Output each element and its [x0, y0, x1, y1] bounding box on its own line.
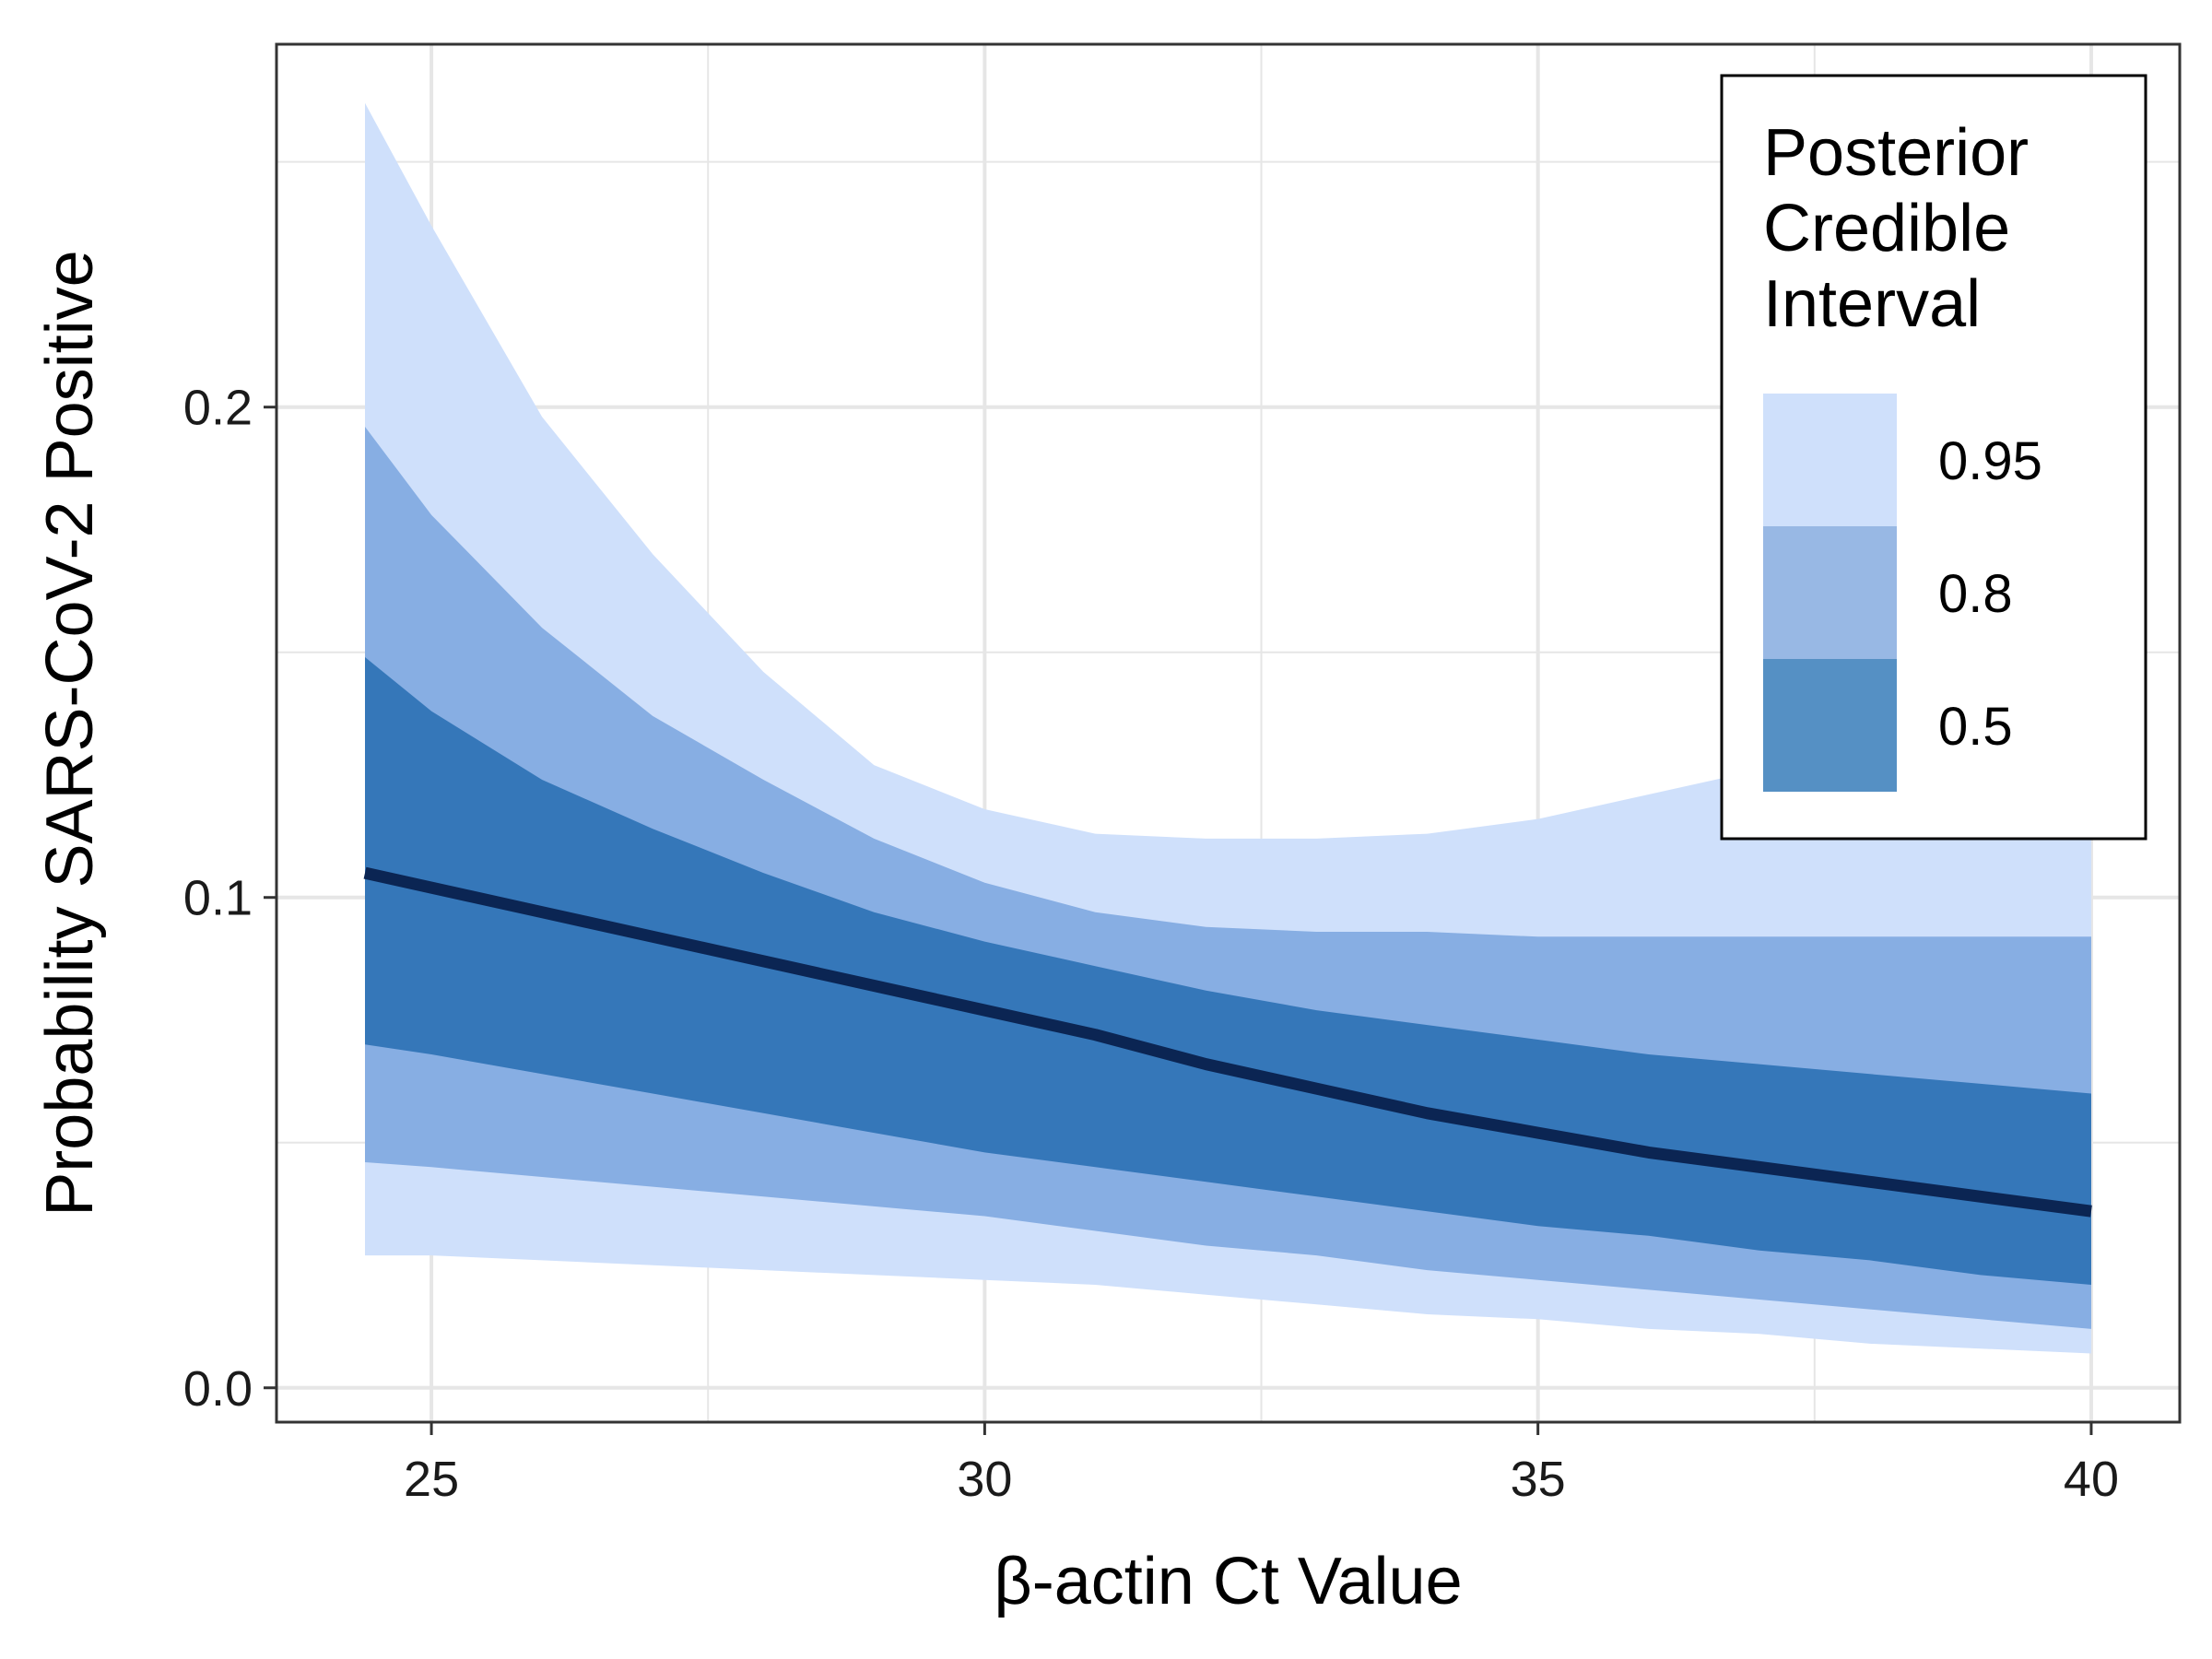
- median-line-group: [363, 866, 2092, 1218]
- x-tick-label: 40: [2064, 1452, 2119, 1507]
- legend-label: 0.95: [1938, 431, 2042, 491]
- legend-title-line: Interval: [1763, 267, 1981, 341]
- x-axis: 25 30 35 40: [404, 1422, 2119, 1507]
- y-tick-label: 0.2: [183, 381, 253, 436]
- legend-title-line: Posterior: [1763, 116, 2029, 190]
- legend-key-0-95: [1763, 394, 1897, 526]
- median-line: [363, 866, 2092, 1218]
- legend-label: 0.5: [1938, 697, 2013, 757]
- x-tick-label: 35: [1511, 1452, 1566, 1507]
- band-0-5: [365, 657, 2091, 1285]
- y-tick-label: 0.0: [183, 1361, 253, 1417]
- legend-title-line: Credible: [1763, 192, 2010, 265]
- panel-border: [275, 42, 2182, 1424]
- credible-bands: [365, 102, 2091, 1354]
- y-tick-label: 0.1: [183, 871, 253, 926]
- x-axis-title: β-actin Ct Value: [994, 1545, 1462, 1618]
- legend-key-0-8: [1763, 526, 1897, 659]
- legend-label: 0.8: [1938, 564, 2013, 624]
- x-tick-label: 30: [957, 1452, 1012, 1507]
- y-axis-title: Probability SARS-CoV-2 Positive: [33, 250, 107, 1216]
- x-tick-label: 25: [404, 1452, 459, 1507]
- legend-key-0-5: [1763, 659, 1897, 792]
- y-axis: 0.0 0.1 0.2: [183, 381, 276, 1417]
